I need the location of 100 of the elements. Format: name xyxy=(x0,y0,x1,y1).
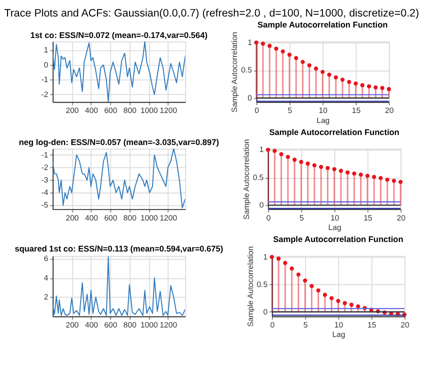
point xyxy=(360,83,364,88)
line-series xyxy=(52,148,186,208)
point xyxy=(340,78,345,82)
point xyxy=(374,85,378,90)
x-tick-label: 400 xyxy=(84,106,99,116)
point xyxy=(354,82,358,86)
point xyxy=(280,49,285,54)
point xyxy=(378,176,383,180)
point xyxy=(306,162,310,166)
y-tick-label: -3 xyxy=(41,176,48,185)
y-tick-label: -5 xyxy=(41,200,48,210)
point xyxy=(327,72,332,77)
x-tick-label: 1200 xyxy=(160,106,178,116)
y-tick-label: 0.5 xyxy=(252,172,264,182)
point xyxy=(276,256,281,261)
point xyxy=(347,80,352,84)
x-axis-title: Lag xyxy=(332,330,346,340)
point xyxy=(345,170,350,175)
x-tick-label: 10 xyxy=(318,106,328,116)
text: Trace Plots and ACFs: Gaussian(0.0,0.7) (refresh=2.0 , d=100, N=1000, discretize=0.2) xyxy=(4,8,420,20)
point xyxy=(352,172,356,176)
x-tick-label: 20 xyxy=(396,213,406,222)
point xyxy=(303,278,308,283)
y-axis-title: Sample Autocorrelation xyxy=(246,246,255,327)
x-tick-label: 1200 xyxy=(160,213,178,222)
x-tick-label: 200 xyxy=(66,106,80,116)
line-series xyxy=(52,41,186,102)
y-axis-title: Sample Autocorrelation xyxy=(230,32,240,112)
x-tick-label: 1200 xyxy=(160,320,178,330)
point xyxy=(312,163,316,168)
point xyxy=(332,167,336,172)
y-tick-label: 0.5 xyxy=(256,280,268,289)
x-tick-label: 200 xyxy=(66,320,80,330)
point xyxy=(349,302,354,307)
line-series xyxy=(52,256,186,316)
x-tick-label: 400 xyxy=(84,213,99,222)
point xyxy=(292,158,297,162)
x-tick-label: 15 xyxy=(352,106,361,116)
y-tick-label: 1 xyxy=(44,46,48,55)
x-tick-label: 5 xyxy=(303,320,308,330)
point xyxy=(296,272,301,277)
point xyxy=(286,154,290,160)
x-tick-label: 0 xyxy=(270,320,276,330)
y-tick-label: 0 xyxy=(248,93,253,102)
point xyxy=(272,148,277,153)
point xyxy=(386,87,391,92)
y-tick-label: 0 xyxy=(44,60,49,70)
x-tick-label: 800 xyxy=(123,320,138,330)
point xyxy=(366,84,372,88)
point xyxy=(279,152,284,156)
point xyxy=(334,75,338,80)
y-tick-label: 1 xyxy=(248,38,252,47)
x-tick-label: 400 xyxy=(84,320,99,330)
x-tick-label: 600 xyxy=(104,213,118,222)
x-tick-label: 20 xyxy=(385,106,394,116)
y-tick-label: 4 xyxy=(44,273,49,282)
point xyxy=(380,86,384,90)
y-tick-label: -1 xyxy=(41,150,48,160)
point xyxy=(356,304,360,308)
y-tick-label: 0 xyxy=(259,200,264,210)
x-tick-label: 10 xyxy=(334,320,344,330)
point xyxy=(365,174,370,178)
point xyxy=(299,160,304,164)
point xyxy=(385,178,390,182)
point xyxy=(318,164,324,170)
point xyxy=(342,301,347,306)
y-tick-label: 1 xyxy=(259,145,264,154)
x-axis-title: Lag xyxy=(316,116,330,125)
x-tick-label: 600 xyxy=(104,106,118,116)
x-tick-label: 600 xyxy=(104,320,118,330)
x-tick-label: 15 xyxy=(368,320,376,330)
point xyxy=(310,284,314,288)
point xyxy=(294,56,298,60)
point xyxy=(330,296,334,300)
point xyxy=(338,168,343,173)
x-tick-label: 200 xyxy=(66,213,80,222)
point xyxy=(287,52,292,57)
y-tick-label: 0.5 xyxy=(241,66,252,75)
y-axis-title: Sample Autocorrelation xyxy=(242,139,251,220)
point xyxy=(316,288,320,293)
y-tick-label: -4 xyxy=(41,188,49,198)
y-tick-label: -2 xyxy=(41,162,48,172)
x-tick-label: 800 xyxy=(123,106,138,116)
y-tick-label: 1 xyxy=(263,252,268,262)
x-tick-label: 5 xyxy=(288,106,292,116)
point xyxy=(322,292,328,297)
point xyxy=(326,166,330,170)
y-tick-label: 6 xyxy=(44,254,48,264)
point xyxy=(392,178,396,183)
point xyxy=(372,174,376,179)
point xyxy=(358,172,363,177)
x-tick-label: 1000 xyxy=(140,106,158,116)
x-axis-title: Lag xyxy=(328,223,342,232)
y-tick-label: -2 xyxy=(41,90,48,99)
point xyxy=(314,66,318,71)
x-tick-label: 20 xyxy=(400,320,410,330)
x-tick-label: 15 xyxy=(364,213,372,222)
x-tick-label: 800 xyxy=(123,213,138,222)
y-tick-label: 2 xyxy=(44,292,48,302)
point xyxy=(290,266,294,271)
